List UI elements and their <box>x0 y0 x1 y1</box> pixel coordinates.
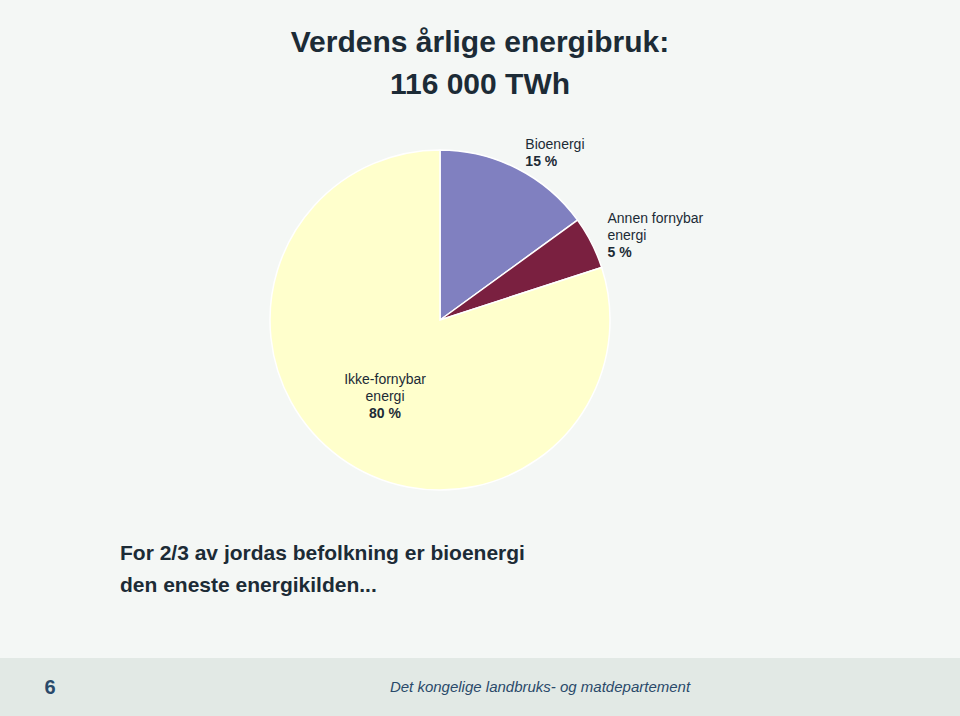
note: For 2/3 av jordas befolkning er bioenerg… <box>120 541 525 564</box>
footer-band <box>0 658 960 716</box>
note: den eneste energikilden... <box>120 573 377 596</box>
slice-value-label: 5 % <box>608 244 633 260</box>
footer: Det kongelige landbruks- og matdeparteme… <box>390 678 691 695</box>
pie-slice <box>270 150 610 490</box>
title: Verdens årlige energibruk: <box>291 25 669 58</box>
page-number: 6 <box>44 676 55 698</box>
subtitle: 116 000 TWh <box>390 67 570 100</box>
slice-value-label: 15 % <box>525 153 557 169</box>
slice-label: Ikke-fornybarenergi <box>344 371 426 404</box>
chart-canvas: Verdens årlige energibruk: 116 000 TWh Bio… <box>0 0 960 716</box>
slice-label: Annen fornybarenergi <box>608 210 704 243</box>
slice-label: Bioenergi <box>525 136 584 152</box>
slice-value-label: 80 % <box>369 405 401 421</box>
pie <box>270 150 610 490</box>
